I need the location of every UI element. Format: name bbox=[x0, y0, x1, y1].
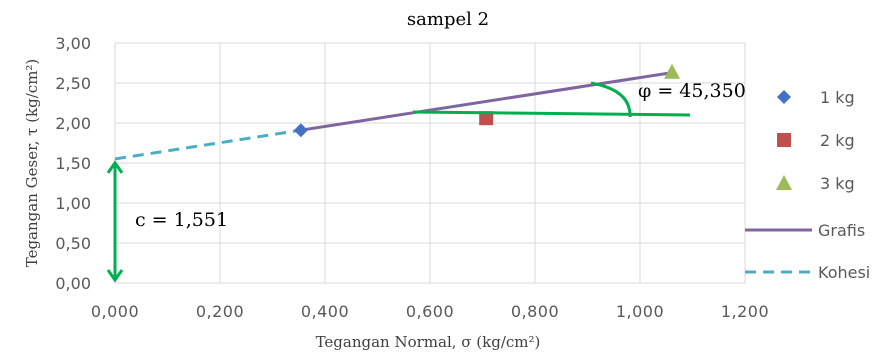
x-axis-title: Tegangan Normal, σ (kg/cm²) bbox=[316, 333, 541, 351]
data-point bbox=[479, 111, 494, 126]
angle-label: φ = 45,350 bbox=[638, 80, 746, 102]
legend-marker bbox=[777, 90, 791, 104]
legend-label: 3 kg bbox=[820, 174, 855, 193]
legend-label: Grafis bbox=[818, 221, 865, 240]
y-tick-label: 2,00 bbox=[55, 114, 91, 133]
y-tick-label: 2,50 bbox=[55, 74, 91, 93]
chart-title: sampel 2 bbox=[407, 9, 489, 30]
x-tick-label: 0,800 bbox=[511, 302, 559, 321]
angle-arc bbox=[590, 81, 632, 118]
cohesion-arrow-head-top bbox=[106, 160, 124, 174]
data-point bbox=[293, 123, 308, 138]
kohesi-line bbox=[114, 128, 302, 161]
y-tick-label: 3,00 bbox=[55, 34, 91, 53]
series bbox=[114, 63, 681, 161]
cohesion-arrow-head-bottom bbox=[106, 269, 124, 283]
x-tick-label: 1,200 bbox=[721, 302, 769, 321]
x-tick-labels: 0,000 0,200 0,400 0,600 0,800 1,000 1,200 bbox=[91, 302, 769, 321]
x-tick-label: 1,000 bbox=[616, 302, 664, 321]
y-tick-label: 1,00 bbox=[55, 194, 91, 213]
legend-label: 1 kg bbox=[820, 88, 855, 107]
legend-label: 2 kg bbox=[820, 131, 855, 150]
x-tick-label: 0,200 bbox=[196, 302, 244, 321]
y-tick-label: 1,50 bbox=[55, 154, 91, 173]
y-tick-label: 0,00 bbox=[55, 274, 91, 293]
cohesion-label: c = 1,551 bbox=[135, 209, 228, 231]
grid bbox=[114, 42, 746, 284]
y-tick-labels: 0,00 0,50 1,00 1,50 2,00 2,50 3,00 bbox=[55, 34, 91, 293]
y-axis-title: Tegangan Geser, τ (kg/cm²) bbox=[23, 59, 41, 268]
legend-marker bbox=[776, 175, 792, 190]
legend-label: Kohesi bbox=[818, 263, 870, 282]
reference-line bbox=[412, 110, 691, 117]
grafis-line bbox=[300, 71, 673, 132]
x-tick-label: 0,400 bbox=[301, 302, 349, 321]
x-tick-label: 0,600 bbox=[406, 302, 454, 321]
y-tick-label: 0,50 bbox=[55, 234, 91, 253]
legend-marker bbox=[777, 133, 791, 147]
data-point bbox=[664, 63, 681, 79]
x-tick-label: 0,000 bbox=[91, 302, 139, 321]
legend: 1 kg 2 kg 3 kg Grafis Kohesi bbox=[745, 88, 870, 282]
annotations: φ = 45,350 c = 1,551 bbox=[106, 80, 746, 283]
